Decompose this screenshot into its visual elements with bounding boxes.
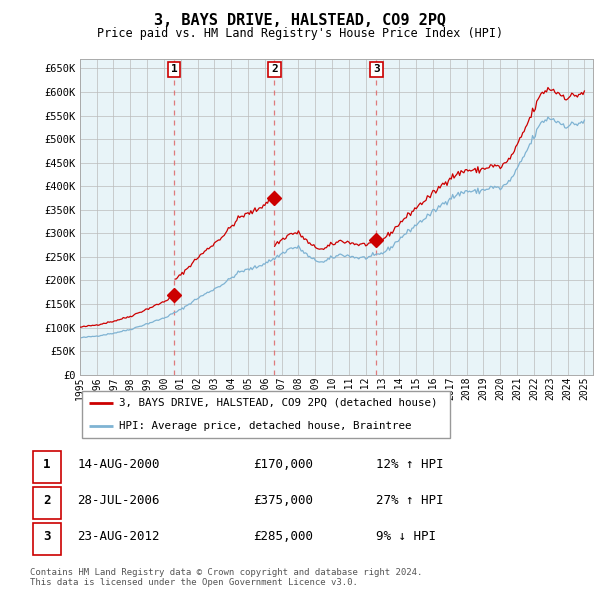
Text: 2: 2 (271, 64, 278, 74)
Text: £375,000: £375,000 (253, 494, 313, 507)
Text: 12% ↑ HPI: 12% ↑ HPI (376, 458, 443, 471)
Text: 27% ↑ HPI: 27% ↑ HPI (376, 494, 443, 507)
FancyBboxPatch shape (82, 391, 450, 438)
Text: Contains HM Land Registry data © Crown copyright and database right 2024.
This d: Contains HM Land Registry data © Crown c… (30, 568, 422, 587)
Text: 1: 1 (171, 64, 178, 74)
Text: 3: 3 (373, 64, 380, 74)
Text: 2: 2 (43, 494, 50, 507)
Text: £285,000: £285,000 (253, 530, 313, 543)
Text: Price paid vs. HM Land Registry's House Price Index (HPI): Price paid vs. HM Land Registry's House … (97, 27, 503, 40)
Bar (33, 451, 61, 483)
Text: 3, BAYS DRIVE, HALSTEAD, CO9 2PQ: 3, BAYS DRIVE, HALSTEAD, CO9 2PQ (154, 13, 446, 28)
Text: 23-AUG-2012: 23-AUG-2012 (77, 530, 160, 543)
Text: 9% ↓ HPI: 9% ↓ HPI (376, 530, 436, 543)
Text: 28-JUL-2006: 28-JUL-2006 (77, 494, 160, 507)
Text: 1: 1 (43, 458, 50, 471)
Text: £170,000: £170,000 (253, 458, 313, 471)
Text: 3: 3 (43, 530, 50, 543)
Text: 14-AUG-2000: 14-AUG-2000 (77, 458, 160, 471)
Bar (33, 523, 61, 555)
Bar (33, 487, 61, 519)
Text: HPI: Average price, detached house, Braintree: HPI: Average price, detached house, Brai… (119, 421, 412, 431)
Text: 3, BAYS DRIVE, HALSTEAD, CO9 2PQ (detached house): 3, BAYS DRIVE, HALSTEAD, CO9 2PQ (detach… (119, 398, 437, 408)
